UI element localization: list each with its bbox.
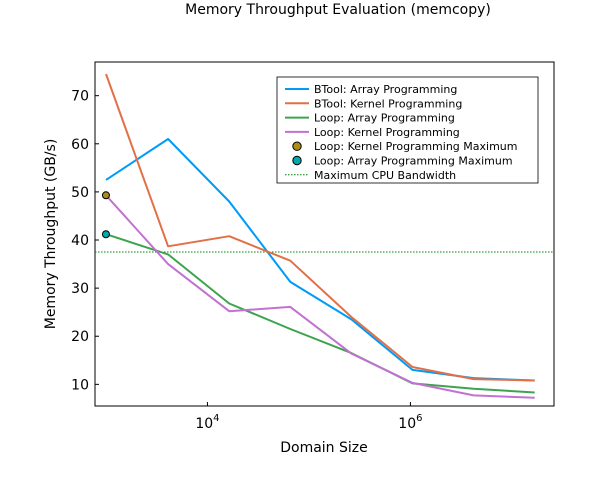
legend-swatch bbox=[292, 155, 302, 166]
y-tick-label: 30 bbox=[71, 281, 89, 297]
y-axis: 10 20 30 40 50 60 70 bbox=[71, 89, 99, 393]
series-lines bbox=[105, 73, 535, 399]
max-points bbox=[101, 191, 110, 239]
y-tick-label: 70 bbox=[71, 89, 89, 105]
x-axis: 104 106 bbox=[195, 402, 423, 432]
series-line-4 bbox=[105, 194, 535, 399]
legend-box bbox=[276, 76, 539, 184]
max-point-2 bbox=[101, 230, 110, 239]
legend-swatch bbox=[292, 141, 302, 151]
y-tick-label: 50 bbox=[71, 185, 89, 201]
series-line-2 bbox=[105, 73, 535, 382]
y-tick-label: 10 bbox=[71, 377, 89, 393]
legend-label: Loop: Kernel Programming Maximum bbox=[314, 140, 517, 153]
y-tick-label: 20 bbox=[71, 329, 89, 345]
legend-label: Loop: Kernel Programming bbox=[314, 126, 460, 139]
legend-label: Loop: Array Programming bbox=[314, 112, 455, 125]
legend-label: BTool: Kernel Programming bbox=[314, 97, 462, 110]
x-tick-label: 106 bbox=[398, 413, 422, 432]
y-tick-label: 40 bbox=[71, 233, 89, 249]
legend-label: Loop: Array Programming Maximum bbox=[314, 155, 513, 168]
legend-label: Maximum CPU Bandwidth bbox=[314, 169, 456, 182]
legend-label: BTool: Array Programming bbox=[314, 83, 457, 96]
max-point-1 bbox=[101, 191, 110, 200]
x-axis-label: Domain Size bbox=[280, 440, 368, 456]
series-line-3 bbox=[105, 233, 535, 394]
plot-frame bbox=[94, 61, 555, 407]
x-tick-label: 104 bbox=[195, 413, 219, 432]
y-axis-label: Memory Throughput (GB/s) bbox=[43, 139, 59, 330]
chart-title: Memory Throughput Evaluation (memcopy) bbox=[185, 2, 491, 18]
y-tick-label: 60 bbox=[71, 137, 89, 153]
